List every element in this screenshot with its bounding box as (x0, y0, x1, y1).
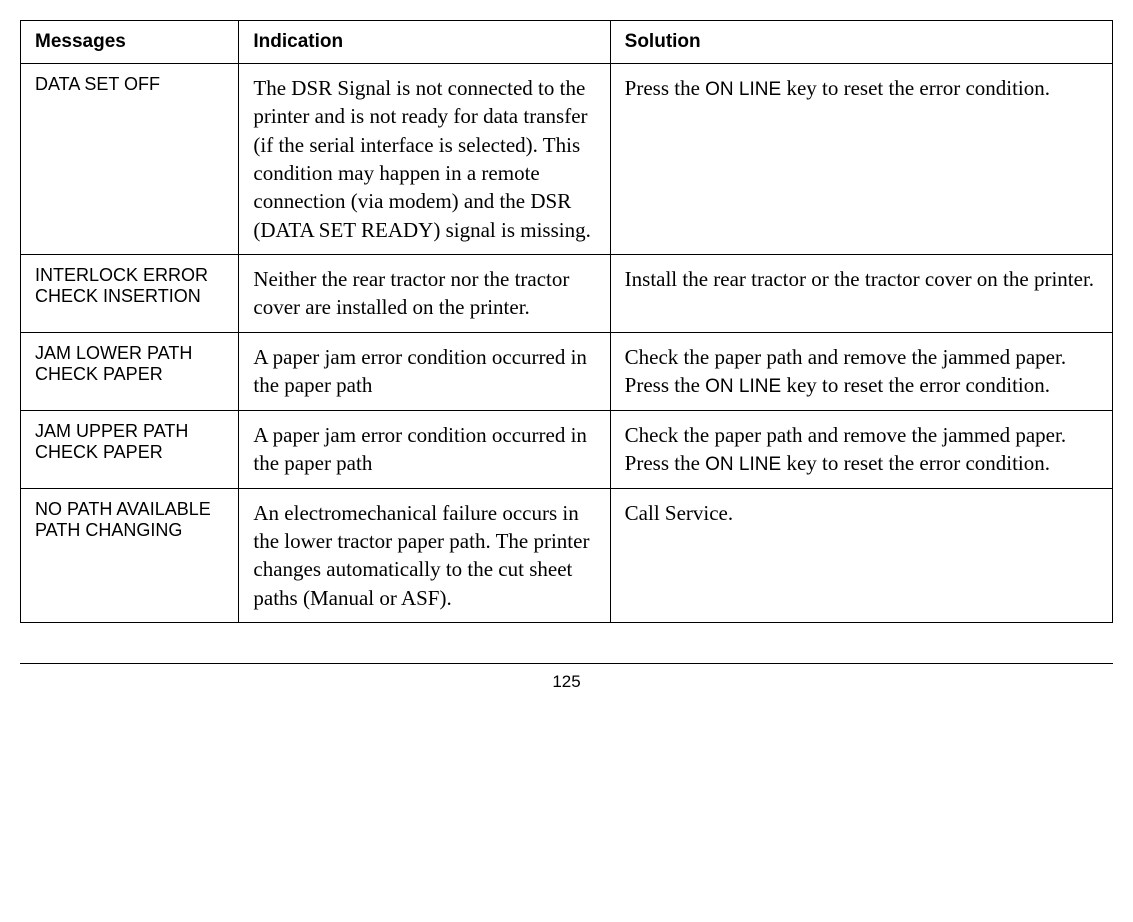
solution-cell: Press the ON LINE key to reset the error… (610, 64, 1112, 255)
col-header-messages: Messages (21, 21, 239, 64)
document-page: Messages Indication Solution DATA SET OF… (20, 20, 1113, 692)
message-cell: DATA SET OFF (21, 64, 239, 255)
solution-text-pre: Press the (625, 76, 706, 100)
indication-cell: A paper jam error condition occurred in … (239, 332, 610, 410)
solution-text-pre: Install the rear tractor or the tractor … (625, 267, 1094, 291)
solution-cell: Install the rear tractor or the tractor … (610, 255, 1112, 333)
col-header-solution: Solution (610, 21, 1112, 64)
table-row: NO PATH AVAILABLE PATH CHANGING An elect… (21, 488, 1113, 622)
col-header-indication: Indication (239, 21, 610, 64)
message-cell: JAM UPPER PATH CHECK PAPER (21, 410, 239, 488)
indication-cell: A paper jam error condition occurred in … (239, 410, 610, 488)
solution-text-post: key to reset the error condition. (781, 373, 1050, 397)
key-label: ON LINE (705, 454, 781, 475)
table-row: DATA SET OFF The DSR Signal is not conne… (21, 64, 1113, 255)
solution-cell: Check the paper path and remove the jamm… (610, 332, 1112, 410)
key-label: ON LINE (705, 376, 781, 397)
table-row: JAM LOWER PATH CHECK PAPER A paper jam e… (21, 332, 1113, 410)
solution-text-post: key to reset the error condition. (781, 76, 1050, 100)
solution-cell: Call Service. (610, 488, 1112, 622)
indication-cell: An electromechanical failure occurs in t… (239, 488, 610, 622)
table-row: INTERLOCK ERROR CHECK INSERTION Neither … (21, 255, 1113, 333)
error-messages-table: Messages Indication Solution DATA SET OF… (20, 20, 1113, 623)
message-cell: JAM LOWER PATH CHECK PAPER (21, 332, 239, 410)
table-row: JAM UPPER PATH CHECK PAPER A paper jam e… (21, 410, 1113, 488)
indication-cell: The DSR Signal is not connected to the p… (239, 64, 610, 255)
solution-cell: Check the paper path and remove the jamm… (610, 410, 1112, 488)
key-label: ON LINE (705, 79, 781, 100)
solution-text-pre: Call Service. (625, 501, 733, 525)
page-number: 125 (20, 672, 1113, 692)
footer-divider (20, 663, 1113, 664)
message-cell: NO PATH AVAILABLE PATH CHANGING (21, 488, 239, 622)
indication-cell: Neither the rear tractor nor the tractor… (239, 255, 610, 333)
table-header-row: Messages Indication Solution (21, 21, 1113, 64)
message-cell: INTERLOCK ERROR CHECK INSERTION (21, 255, 239, 333)
solution-text-post: key to reset the error condition. (781, 451, 1050, 475)
